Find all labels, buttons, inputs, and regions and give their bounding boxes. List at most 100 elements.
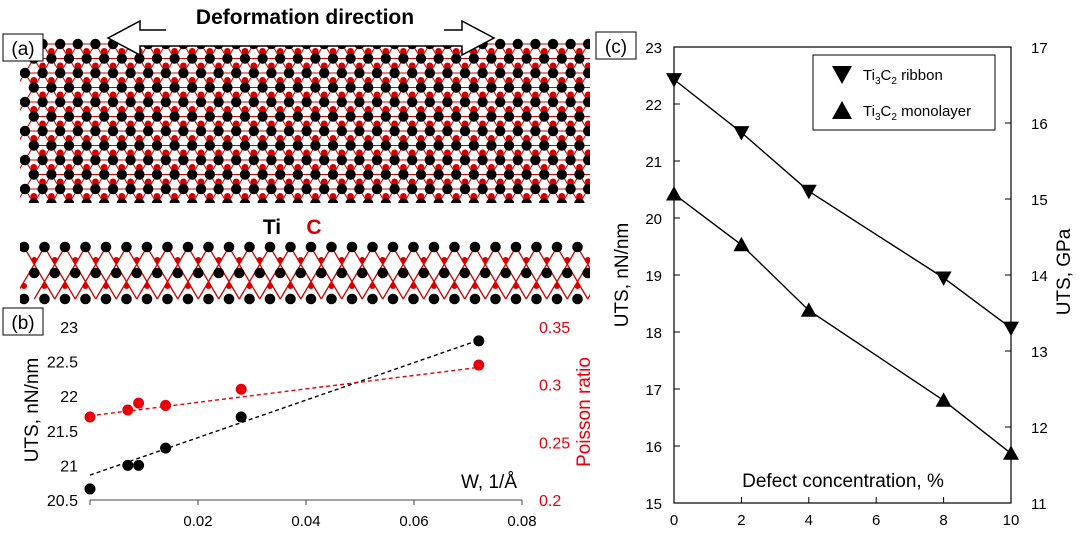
titanium-atom	[257, 169, 268, 180]
carbon-atom	[41, 283, 48, 289]
titanium-atom	[160, 96, 171, 108]
carbon-atom	[391, 91, 398, 99]
carbon-atom	[488, 192, 495, 200]
carbon-atom	[320, 120, 328, 128]
monolayer-point	[800, 302, 817, 317]
bond	[571, 204, 580, 219]
carbon-atom	[65, 192, 73, 200]
carbon-atom	[379, 257, 386, 263]
bond	[227, 204, 236, 219]
titanium-atom	[301, 125, 312, 137]
carbon-atom	[595, 283, 601, 289]
titanium-atom	[583, 125, 590, 137]
carbon-atom	[267, 283, 273, 289]
titanium-atom	[81, 53, 92, 64]
bond	[606, 73, 615, 88]
titanium-atom	[512, 154, 523, 166]
titanium-atom	[424, 183, 435, 195]
titanium-atom	[275, 198, 286, 203]
carbon-atom	[382, 192, 390, 200]
uts-point	[122, 459, 134, 471]
carbon-atom	[215, 257, 222, 263]
carbon-atom	[206, 192, 214, 200]
carbon-atom	[30, 163, 38, 171]
titanium-atom	[503, 169, 515, 180]
titanium-atom	[601, 126, 611, 136]
carbon-atom	[180, 178, 187, 186]
carbon-atom	[144, 149, 152, 157]
titanium-atom	[408, 293, 419, 305]
uts-point	[160, 442, 172, 454]
carbon-atom	[505, 192, 513, 200]
titanium-atom	[292, 169, 303, 180]
titanium-atom	[257, 82, 268, 93]
bond	[597, 189, 606, 204]
titanium-atom	[380, 140, 391, 151]
titanium-atom	[55, 38, 66, 50]
bond	[351, 204, 360, 219]
bond	[342, 204, 351, 219]
titanium-atom	[295, 267, 307, 279]
carbon-atom	[558, 163, 566, 171]
titanium-atom	[459, 183, 471, 195]
titanium-atom	[151, 53, 163, 64]
carbon-atom	[232, 91, 240, 99]
carbon-atom	[338, 120, 346, 128]
y-tick-label-right: 0.3	[539, 378, 561, 395]
titanium-atom	[310, 140, 321, 151]
carbon-atom	[127, 91, 134, 99]
titanium-atom	[99, 198, 110, 203]
titanium-atom	[500, 267, 512, 279]
titanium-atom	[100, 241, 112, 253]
carbon-atom	[127, 120, 134, 128]
carbon-atom	[51, 257, 58, 263]
titanium-atom	[283, 154, 295, 166]
carbon-atom	[65, 105, 73, 113]
bond	[210, 204, 219, 219]
carbon-atom	[318, 257, 325, 263]
titanium-atom	[305, 293, 317, 305]
titanium-atom	[90, 96, 101, 108]
carbon-atom	[329, 192, 337, 200]
c-series-lines	[673, 78, 1012, 454]
carbon-atom	[136, 76, 143, 84]
x-tick-label: 0.02	[183, 513, 212, 530]
y-tick-label: 20.5	[47, 493, 78, 510]
carbon-atom	[153, 134, 161, 142]
carbon-atom	[136, 105, 143, 113]
poisson-point	[160, 399, 172, 411]
panel-b-label: (b)	[11, 313, 34, 334]
carbon-atom	[496, 178, 504, 186]
y-tick-label-right: 15	[1031, 192, 1048, 209]
carbon-atom	[409, 207, 416, 214]
titanium-atom	[239, 82, 251, 93]
carbon-atom	[444, 149, 451, 157]
titanium-atom	[438, 267, 450, 279]
titanium-atom	[231, 154, 242, 166]
carbon-atom	[347, 163, 354, 171]
carbon-atom	[250, 178, 258, 186]
carbon-atom	[605, 257, 611, 263]
carbon-atom	[31, 257, 38, 263]
carbon-atom	[39, 207, 46, 214]
titanium-atom	[239, 169, 251, 180]
carbon-atom	[82, 283, 89, 289]
titanium-atom	[408, 241, 419, 253]
titanium-atom	[503, 198, 515, 203]
ribbon-point	[935, 271, 952, 286]
titanium-atom	[592, 169, 602, 179]
titanium-atom	[582, 267, 590, 279]
carbon-atom	[65, 47, 73, 55]
titanium-atom	[389, 125, 400, 137]
bond	[201, 204, 210, 219]
bond	[615, 88, 624, 103]
titanium-atom	[28, 198, 39, 203]
titanium-atom	[541, 267, 553, 279]
titanium-atom	[160, 67, 171, 79]
titanium-atom	[433, 53, 444, 64]
carbon-atom	[215, 178, 222, 186]
titanium-atom	[371, 67, 383, 79]
x-tick-label: 0.08	[507, 513, 536, 530]
carbon-atom	[197, 120, 205, 128]
carbon-atom	[162, 178, 170, 186]
